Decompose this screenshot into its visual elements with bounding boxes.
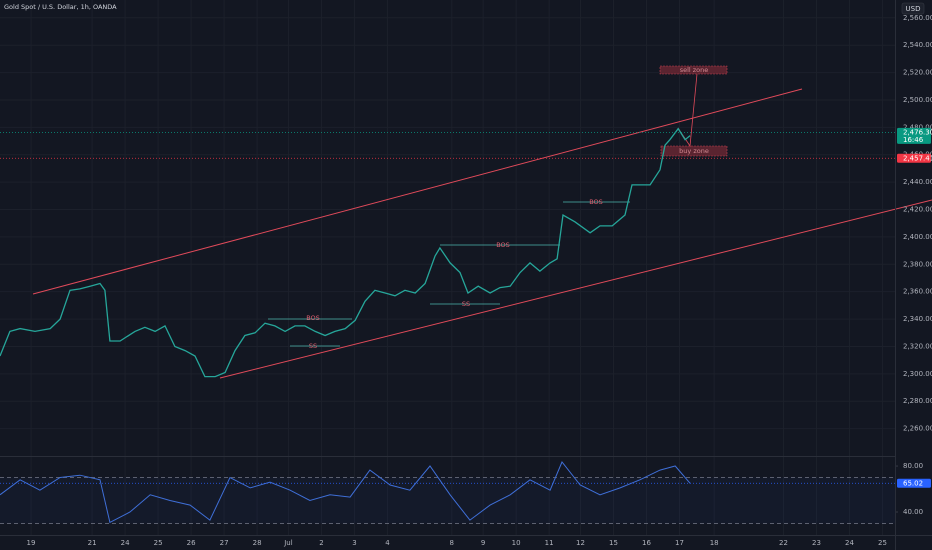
x-tick-label: 19 — [27, 539, 36, 547]
y-tick-label: 2,520.000 — [903, 69, 932, 77]
grid — [0, 465, 898, 524]
x-tick-label: 18 — [710, 539, 719, 547]
y-tick-label: 2,340.000 — [903, 315, 932, 323]
ss-label: SS — [462, 300, 470, 308]
x-tick-label: 4 — [385, 539, 390, 547]
y-tick-label: 2,280.000 — [903, 397, 932, 405]
y-tick-label: 80.00 — [903, 462, 923, 470]
x-tick-label: 10 — [512, 539, 521, 547]
y-tick-label: 2,420.000 — [903, 206, 932, 214]
y-tick-label: 2,560.000 — [903, 14, 932, 22]
rsi-band — [0, 477, 895, 524]
x-tick-label: 23 — [812, 539, 821, 547]
price-marker-box — [897, 127, 931, 144]
y-tick-label: 40.00 — [903, 508, 923, 516]
price-marker-label: 2,457.413 — [903, 154, 932, 162]
x-tick-label: 11 — [545, 539, 554, 547]
plot: 19 21 24 25 26 27 28 Jul 2 3 4 8 9 10 11 12 15 16 17 18 22 23… — [0, 14, 932, 547]
x-tick-label: 9 — [481, 539, 485, 547]
price-line — [0, 127, 691, 378]
bos-label: BOS — [306, 314, 320, 322]
channel-lower — [219, 199, 932, 379]
buy-zone-label: buy zone — [679, 147, 709, 155]
x-tick-label: 24 — [121, 539, 130, 547]
y-tick-label: 2,360.000 — [903, 288, 932, 296]
sell-zone-box — [659, 65, 728, 75]
x-tick-label: 25 — [154, 539, 163, 547]
x-tick-label: 21 — [88, 539, 97, 547]
countdown: 16:46 — [903, 136, 924, 144]
price-marker-label: 2,476.305 — [903, 128, 932, 136]
rsi-line — [0, 461, 691, 524]
structure-lines — [268, 201, 630, 347]
x-tick-label: 28 — [253, 539, 262, 547]
y-tick-label: 2,300.000 — [903, 370, 932, 378]
y-tick-label: 2,380.000 — [903, 260, 932, 268]
y-tick-label: 2,480.000 — [903, 123, 932, 131]
price-marker-box — [897, 153, 931, 163]
y-tick-label: 2,260.000 — [903, 425, 932, 433]
channel-upper — [32, 88, 803, 295]
x-tick-label: 24 — [845, 539, 854, 547]
x-tick-label: 22 — [779, 539, 788, 547]
price-marker-box — [897, 478, 931, 488]
buy-zone-box — [660, 145, 728, 157]
symbol-title: Gold Spot / U.S. Dollar, 1h, OANDA — [4, 3, 117, 11]
x-tick-label: 26 — [187, 539, 196, 547]
currency: USD — [906, 5, 921, 13]
y-tick-label: 2,540.000 — [903, 41, 932, 49]
ss-label: SS — [309, 342, 317, 350]
x-tick-label: 15 — [609, 539, 618, 547]
x-tick-label: 17 — [675, 539, 684, 547]
x-tick-label: 27 — [220, 539, 229, 547]
price-marker-label: 65.02 — [903, 479, 923, 487]
x-tick-label: 12 — [576, 539, 585, 547]
y-tick-label: 2,400.000 — [903, 233, 932, 241]
currency-box — [901, 2, 925, 15]
x-tick-label: 2 — [319, 539, 323, 547]
x-tick-label: 8 — [450, 539, 454, 547]
x-tick-label: 16 — [642, 539, 651, 547]
y-tick-label: 2,500.000 — [903, 96, 932, 104]
sell-zone-label: sell zone — [680, 66, 709, 74]
y-tick-label: 2,440.000 — [903, 178, 932, 186]
bos-label: BOS — [589, 198, 603, 206]
x-tick-label: 3 — [352, 539, 356, 547]
x-tick-label: Jul — [283, 539, 293, 547]
x-tick-label: 25 — [878, 539, 887, 547]
y-tick-label: 2,320.000 — [903, 342, 932, 350]
bos-label: BOS — [496, 241, 510, 249]
